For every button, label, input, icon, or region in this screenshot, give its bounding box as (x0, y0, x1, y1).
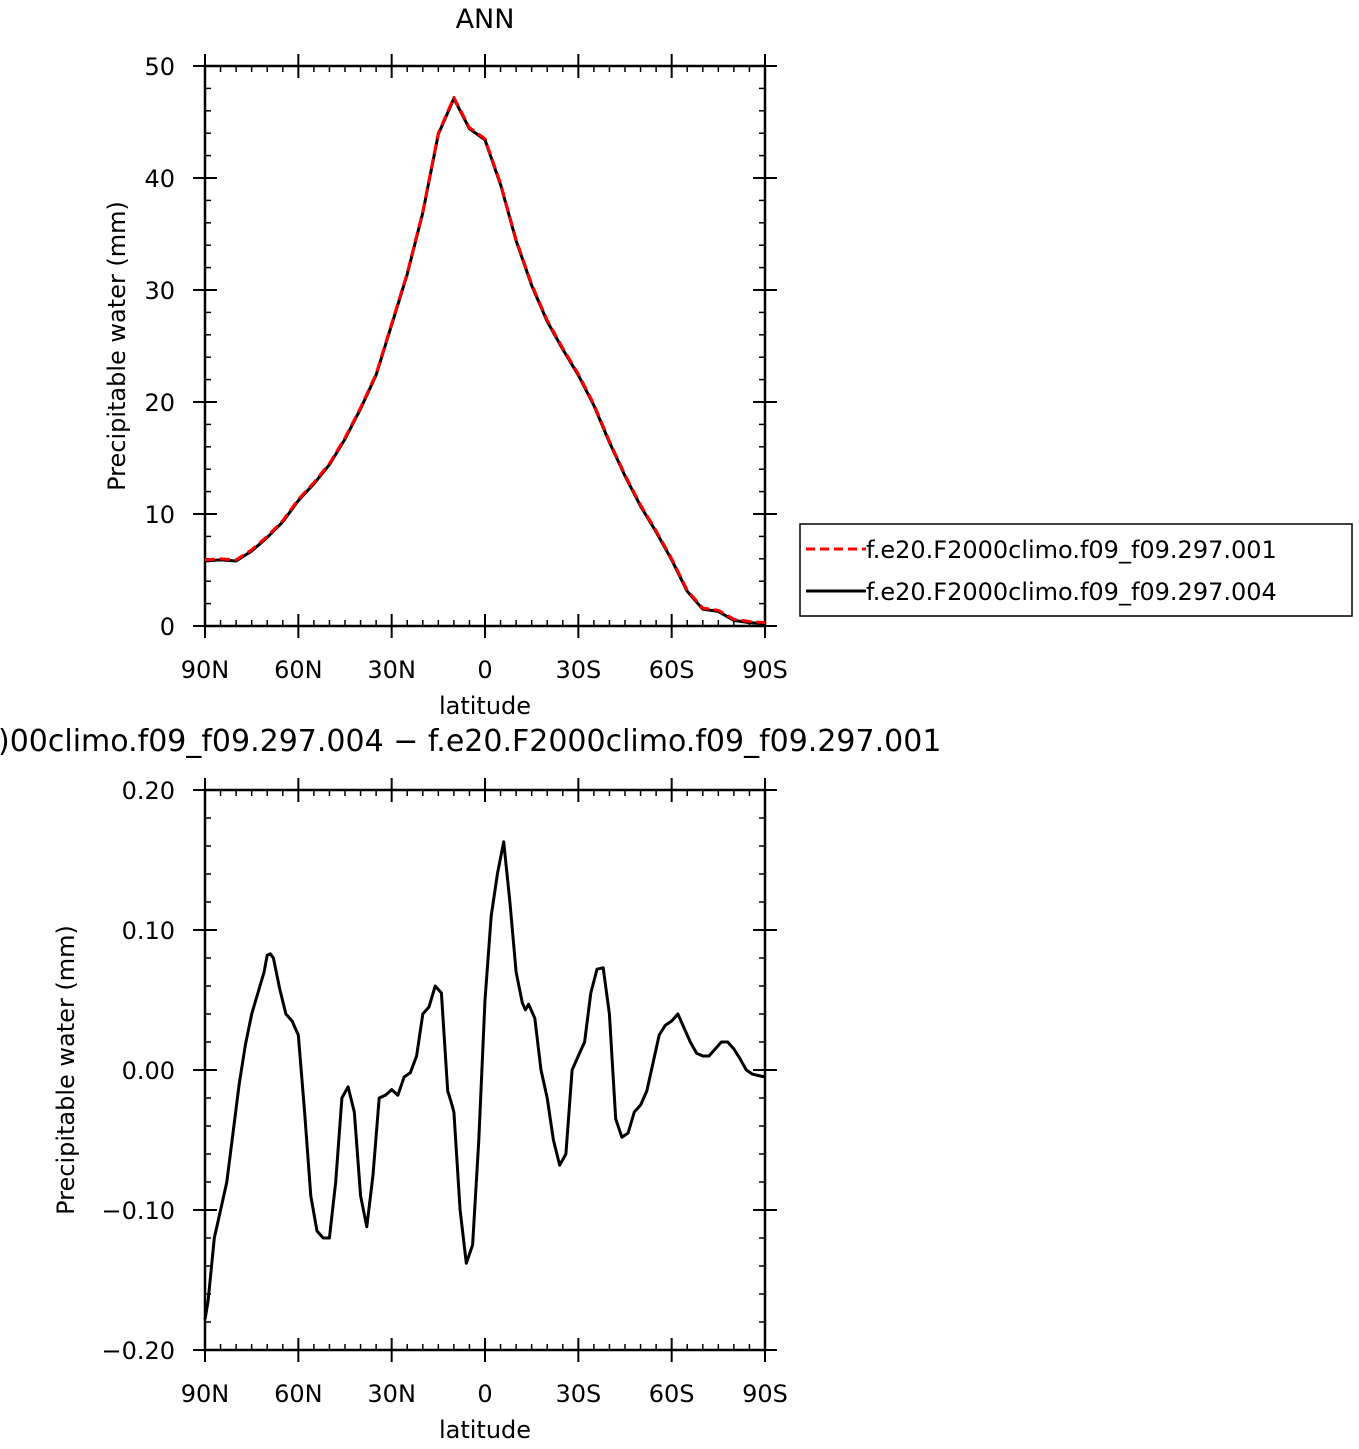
bottom-x-tick-label: 60N (274, 1380, 323, 1408)
bottom-y-tick-label: 0.00 (122, 1057, 175, 1085)
top-x-tick-label: 30N (367, 656, 416, 684)
bottom-y-tick-label: 0.10 (122, 917, 175, 945)
bottom-plot-frame (203, 788, 767, 1352)
bottom-series (203, 840, 766, 1320)
top-series-line-0 (204, 95, 766, 625)
top-series (204, 95, 766, 626)
top-plot-frame (203, 64, 767, 628)
bottom-x-tick-label: 30N (367, 1380, 416, 1408)
legend-label-001: f.e20.F2000climo.f09_f09.297.001 (866, 536, 1277, 564)
bottom-x-tick-label: 60S (649, 1380, 695, 1408)
bottom-chart-title: )00climo.f09_f09.297.004 − f.e20.F2000cl… (0, 724, 941, 759)
bottom-x-tick-label: 30S (555, 1380, 601, 1408)
top-chart: ANN 90N 60N 30N 0 30S 60S 90S 0 10 20 30 40 50 latit… (103, 4, 1353, 720)
bottom-y-axis-label: Precipitable water (mm) (52, 925, 80, 1215)
top-x-tick-label: 60S (649, 656, 695, 684)
top-y-tick-label: 0 (160, 613, 175, 641)
top-x-tick-label: 90S (742, 656, 788, 684)
top-y-tick-label: 30 (144, 277, 175, 305)
top-y-axis-label: Precipitable water (mm) (103, 201, 131, 491)
top-x-axis-label: latitude (439, 692, 531, 720)
top-series-line-1 (204, 97, 766, 626)
top-y-tick-label: 40 (144, 165, 175, 193)
bottom-x-tick-label: 90N (181, 1380, 230, 1408)
top-y-tick-label: 50 (144, 53, 175, 81)
top-x-tick-label: 30S (555, 656, 601, 684)
bottom-axes: 90N 60N 30N 0 30S 60S 90S 0.20 0.10 0.00 −0.10 −0.2… (101, 777, 787, 1408)
bottom-x-tick-label: 90S (742, 1380, 788, 1408)
bottom-chart: )00climo.f09_f09.297.004 − f.e20.F2000cl… (0, 724, 941, 1444)
legend-box (799, 523, 1353, 617)
top-y-tick-label: 20 (144, 389, 175, 417)
legend: f.e20.F2000climo.f09_f09.297.001 f.e20.F… (799, 523, 1353, 617)
top-y-tick-label: 10 (144, 501, 175, 529)
top-x-tick-label: 90N (181, 656, 230, 684)
top-x-tick-label: 0 (477, 656, 492, 684)
bottom-y-tick-label: −0.20 (101, 1337, 175, 1365)
top-x-tick-label: 60N (274, 656, 323, 684)
bottom-y-tick-label: 0.20 (122, 777, 175, 805)
top-axes: 90N 60N 30N 0 30S 60S 90S 0 10 20 30 40 50 (144, 53, 787, 684)
bottom-series-line-0 (203, 840, 766, 1320)
top-chart-title: ANN (456, 4, 515, 35)
bottom-y-tick-label: −0.10 (101, 1197, 175, 1225)
legend-label-004: f.e20.F2000climo.f09_f09.297.004 (866, 578, 1277, 606)
bottom-x-axis-label: latitude (439, 1416, 531, 1444)
bottom-x-tick-label: 0 (477, 1380, 492, 1408)
